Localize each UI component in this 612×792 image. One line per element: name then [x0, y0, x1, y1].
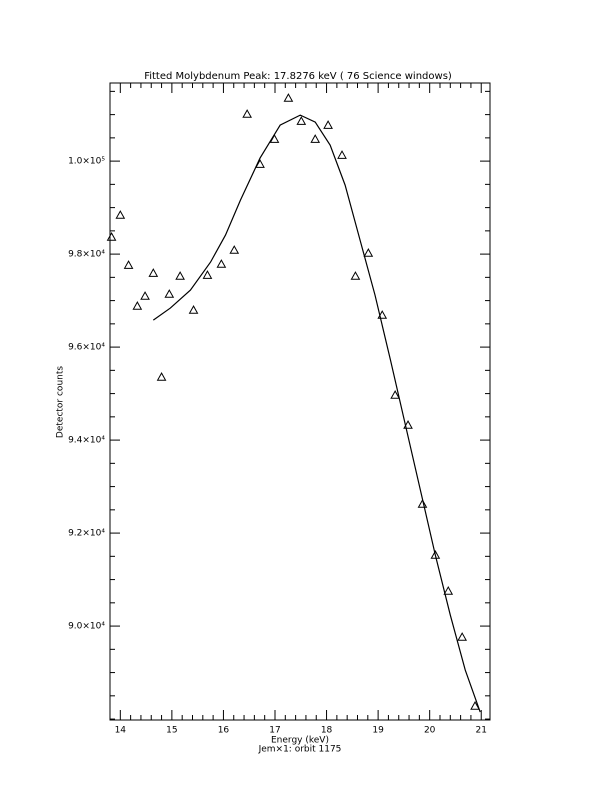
data-point [132, 301, 143, 310]
data-point [140, 291, 150, 300]
data-point [430, 550, 441, 559]
x-tick-label: 17 [269, 726, 280, 736]
plot-frame [109, 82, 491, 721]
data-point [164, 289, 175, 298]
data-point [188, 305, 199, 314]
data-point [350, 271, 361, 280]
data-point [123, 260, 134, 269]
data-point [323, 120, 333, 129]
data-point [283, 93, 294, 102]
data-point [403, 420, 413, 429]
y-tick-label: 9.2×10⁴ [68, 529, 105, 539]
fit-curve [152, 114, 481, 713]
data-point [242, 109, 253, 118]
x-tick-label: 15 [166, 726, 177, 736]
y-tick-label: 1.0×10⁵ [68, 157, 105, 167]
x-tick-label: 16 [218, 726, 230, 736]
x-tick-label: 20 [424, 726, 436, 736]
data-point [156, 372, 167, 381]
subtitle: Jem×1: orbit 1175 [258, 745, 342, 755]
y-axis-label: Detector counts [56, 366, 66, 438]
data-point [115, 210, 126, 219]
data-point [470, 701, 480, 710]
data-point [443, 586, 454, 595]
data-point [296, 116, 307, 125]
x-tick-label: 14 [115, 726, 127, 736]
y-tick-label: 9.8×10⁴ [68, 250, 105, 260]
y-tick-label: 9.4×10⁴ [68, 436, 105, 446]
data-point [337, 150, 347, 159]
data-point [390, 390, 400, 399]
data-point [148, 268, 159, 277]
y-tick-label: 9.6×10⁴ [68, 343, 105, 353]
y-tick-label: 9.0×10⁴ [68, 622, 105, 632]
data-point [417, 499, 428, 508]
data-point [106, 232, 117, 241]
data-point [229, 245, 240, 254]
data-point [175, 271, 185, 280]
data-point [202, 270, 213, 279]
data-point [457, 632, 468, 641]
data-point [216, 259, 227, 268]
chart-title: Fitted Molybdenum Peak: 17.8276 keV ( 76… [144, 71, 452, 82]
x-tick-label: 19 [372, 726, 384, 736]
x-axis-label: Energy (keV) [271, 736, 329, 746]
data-point [363, 248, 374, 257]
x-tick-label: 21 [476, 726, 487, 736]
data-point [310, 134, 321, 143]
x-tick-label: 18 [321, 726, 333, 736]
